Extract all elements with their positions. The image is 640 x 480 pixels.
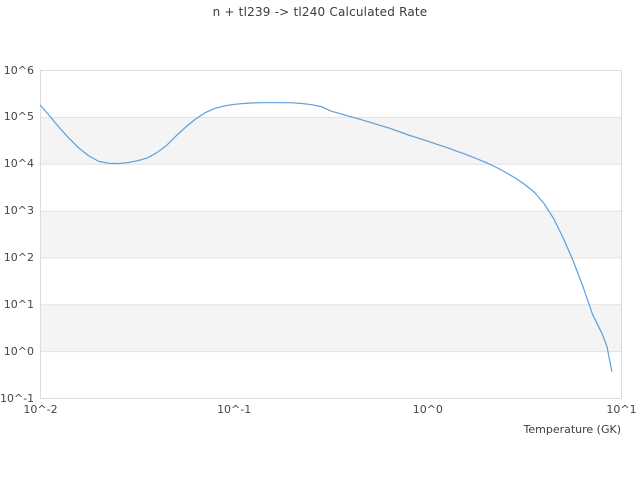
y-tick-label: 10^6 [3,63,34,77]
y-tick-label: 10^3 [3,204,34,218]
y-tick-label: 10^2 [3,250,34,264]
y-tick-label: 10^4 [3,157,34,171]
y-tick-label: 10^0 [3,344,34,358]
y-tick-label: 10^5 [3,110,34,124]
decade-band [40,304,622,352]
x-tick-label: 10^1 [606,403,637,416]
x-tick-label: 10^-2 [23,403,58,416]
x-axis-title: Temperature (GK) [523,423,622,436]
decade-band [40,117,622,165]
y-tick-label: 10^-1 [0,391,35,405]
decade-band [40,211,622,258]
plot-border [40,70,622,399]
chart-title: n + tl239 -> tl240 Calculated Rate [212,5,428,19]
rate-curve-line [39,102,613,372]
x-tick-label: 10^-1 [217,403,252,416]
x-tick-label: 10^0 [412,403,443,416]
y-tick-label: 10^1 [3,297,34,311]
